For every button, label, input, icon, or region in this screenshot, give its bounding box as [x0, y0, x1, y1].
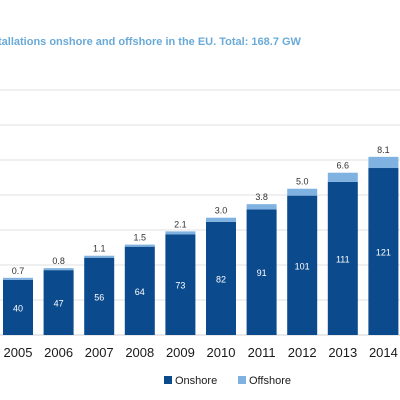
bar-onshore	[287, 195, 318, 335]
bar-onshore	[43, 270, 74, 335]
x-tick-label: 2005	[4, 345, 33, 360]
bar-onshore	[246, 209, 277, 335]
x-tick-label: 2013	[328, 345, 357, 360]
x-tick-label: 2008	[125, 345, 154, 360]
data-label-offshore: 6.6	[337, 161, 350, 171]
chart-title: tallations onshore and offshore in the E…	[0, 36, 302, 48]
data-label-offshore: 3.8	[255, 192, 268, 202]
bar-offshore	[206, 217, 236, 222]
data-label-offshore: 8.1	[377, 145, 390, 155]
legend-swatch-onshore	[164, 376, 172, 384]
bar-onshore	[3, 279, 33, 335]
legend-label-onshore: Onshore	[175, 375, 217, 387]
x-tick-label: 2010	[207, 345, 236, 360]
data-label-offshore: 0.8	[52, 256, 65, 266]
bar-onshore	[206, 221, 236, 335]
legend-label-offshore: Offshore	[249, 375, 291, 387]
bar-offshore	[43, 268, 74, 271]
bar-onshore	[165, 234, 196, 335]
bar-offshore	[3, 277, 33, 280]
data-label-offshore: 5.0	[296, 177, 309, 187]
data-label-onshore: 101	[295, 261, 310, 271]
data-label-onshore: 91	[257, 268, 267, 278]
bar-offshore	[124, 244, 155, 247]
data-label-onshore: 121	[376, 248, 391, 258]
x-tick-label: 2011	[248, 345, 276, 360]
bar-onshore	[84, 257, 115, 335]
data-label-onshore: 111	[336, 254, 350, 264]
bar-offshore	[368, 156, 399, 169]
bar-onshore	[327, 181, 358, 335]
data-label-offshore: 3.0	[215, 206, 228, 216]
data-label-onshore: 82	[216, 274, 226, 284]
bar-onshore	[124, 246, 155, 335]
x-tick-label: 2014	[369, 345, 398, 360]
data-label-onshore: 73	[175, 281, 185, 291]
data-label-offshore: 0.7	[12, 266, 25, 276]
data-label-offshore: 1.1	[93, 244, 106, 254]
x-tick-label: 2012	[288, 345, 317, 360]
data-label-offshore: 1.5	[134, 233, 147, 243]
bar-offshore	[246, 204, 277, 210]
legend-swatch-offshore	[238, 376, 246, 384]
bar-offshore	[165, 231, 196, 235]
x-tick-label: 2009	[166, 345, 195, 360]
bar-offshore	[84, 255, 115, 258]
data-label-onshore: 64	[135, 287, 145, 297]
data-label-onshore: 40	[13, 303, 23, 313]
x-tick-label: 2007	[85, 345, 114, 360]
bar-offshore	[287, 188, 318, 196]
data-label-onshore: 47	[54, 299, 64, 309]
x-tick-label: 2006	[44, 345, 73, 360]
data-label-offshore: 2.1	[174, 219, 187, 229]
bar-offshore	[327, 172, 358, 182]
data-label-onshore: 56	[94, 292, 104, 302]
bar-onshore	[368, 168, 399, 335]
